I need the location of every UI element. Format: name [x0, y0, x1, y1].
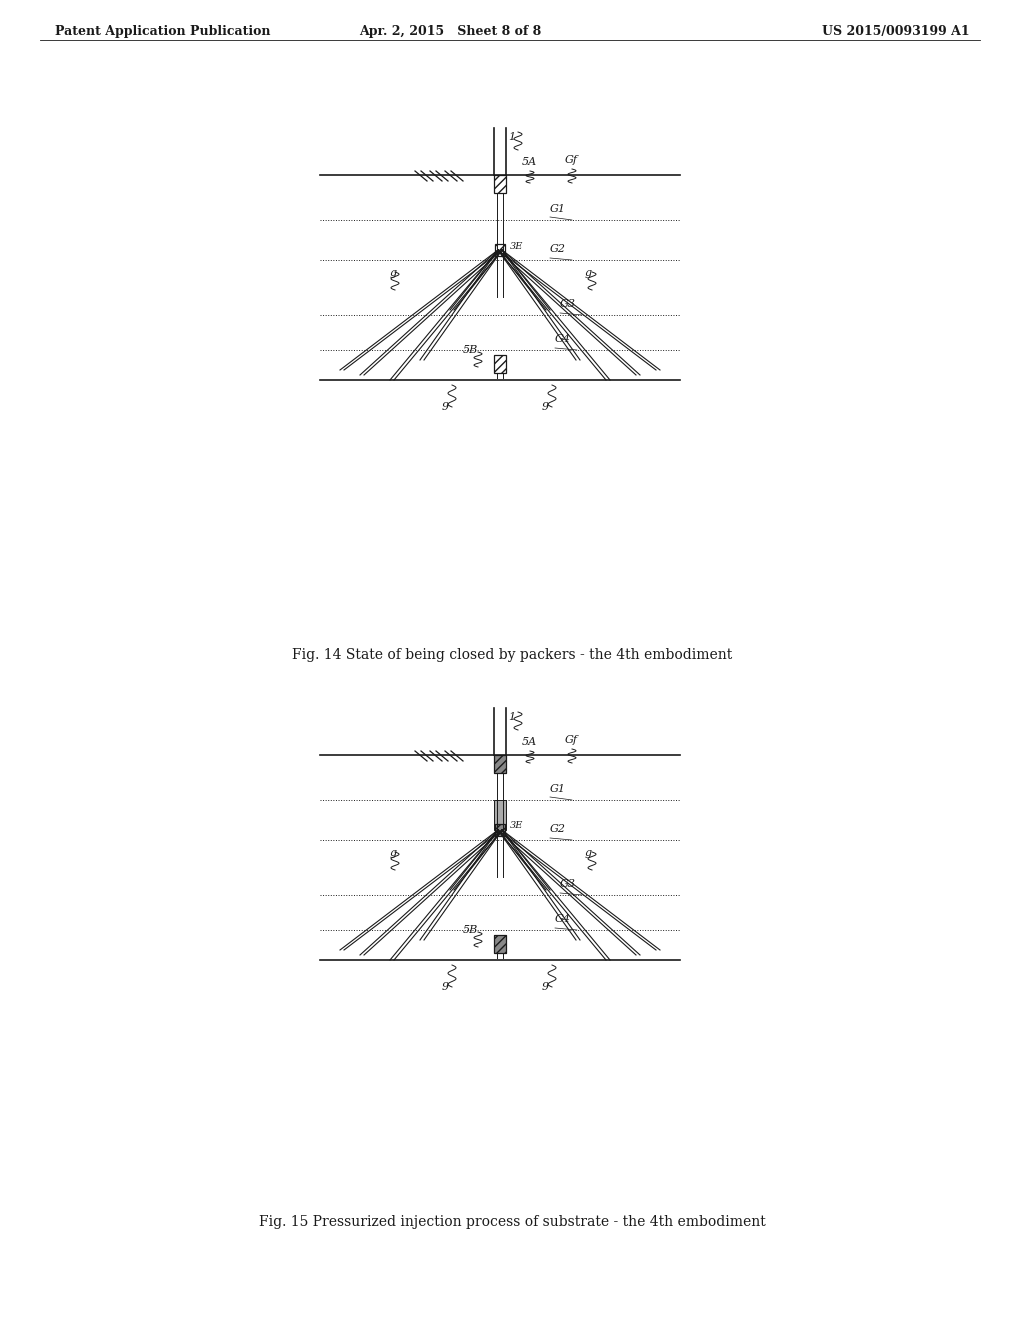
Bar — [496, 824, 505, 836]
Text: 3E: 3E — [510, 821, 523, 830]
Text: 3E: 3E — [510, 242, 523, 251]
Text: G4: G4 — [555, 334, 571, 345]
Bar — [496, 824, 505, 836]
Bar — [494, 800, 506, 830]
Text: Fig. 15 Pressurized injection process of substrate - the 4th embodiment: Fig. 15 Pressurized injection process of… — [259, 1214, 765, 1229]
Bar — [494, 935, 506, 953]
Bar — [496, 244, 505, 256]
Bar — [494, 355, 506, 374]
Text: G3: G3 — [560, 300, 575, 309]
Text: g: g — [585, 847, 592, 858]
Bar — [494, 755, 506, 774]
Text: G1: G1 — [550, 205, 566, 214]
Text: 5B: 5B — [463, 925, 477, 935]
Text: Gf: Gf — [565, 154, 578, 165]
Text: G2: G2 — [550, 244, 566, 253]
Text: Gf: Gf — [565, 735, 578, 744]
Text: Apr. 2, 2015   Sheet 8 of 8: Apr. 2, 2015 Sheet 8 of 8 — [358, 25, 541, 38]
Text: g: g — [390, 847, 397, 858]
Text: 1: 1 — [508, 132, 515, 143]
Text: g: g — [585, 268, 592, 279]
Text: G4: G4 — [555, 913, 571, 924]
Text: 5B: 5B — [463, 345, 477, 355]
Text: 1: 1 — [508, 711, 515, 722]
Bar — [494, 935, 506, 953]
Text: 5A: 5A — [522, 157, 538, 168]
Text: 5A: 5A — [522, 737, 538, 747]
Text: 9: 9 — [441, 982, 449, 993]
Text: G2: G2 — [550, 824, 566, 834]
Text: Patent Application Publication: Patent Application Publication — [55, 25, 270, 38]
Bar — [494, 755, 506, 774]
Text: US 2015/0093199 A1: US 2015/0093199 A1 — [822, 25, 970, 38]
Text: 9: 9 — [542, 403, 549, 412]
Text: Fig. 14 State of being closed by packers - the 4th embodiment: Fig. 14 State of being closed by packers… — [292, 648, 732, 663]
Text: g: g — [390, 268, 397, 279]
Text: 9: 9 — [542, 982, 549, 993]
Bar — [494, 176, 506, 193]
Text: 9: 9 — [441, 403, 449, 412]
Text: G3: G3 — [560, 879, 575, 888]
Text: G1: G1 — [550, 784, 566, 795]
